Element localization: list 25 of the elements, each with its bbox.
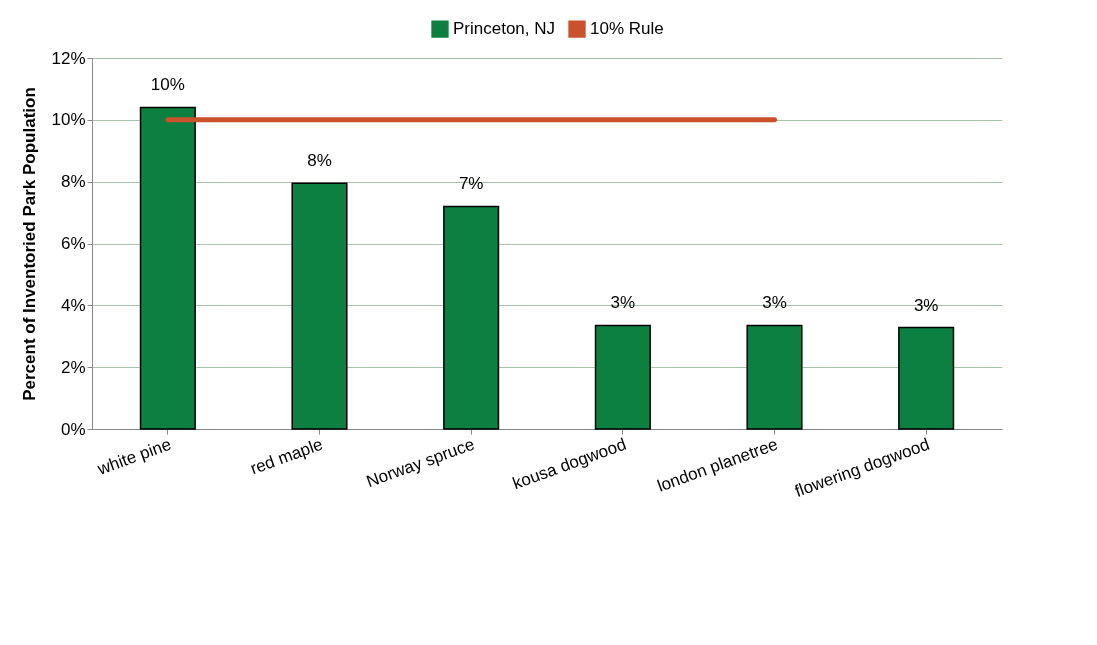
x-tick-label: red maple — [247, 434, 326, 479]
data-label: 8% — [307, 151, 332, 171]
data-label: 3% — [610, 293, 636, 313]
bar — [898, 326, 955, 430]
y-tick-label: 8% — [60, 172, 86, 192]
legend-label: 10% Rule — [590, 19, 664, 39]
y-tick-label: 10% — [51, 110, 86, 130]
x-tick-label: white pine — [94, 434, 174, 479]
bar — [594, 324, 651, 430]
y-tick-label: 0% — [60, 419, 86, 439]
y-axis-title: Percent of Inventoried Park Population — [20, 87, 40, 401]
bar — [746, 324, 803, 430]
x-tick-label: Norway spruce — [363, 434, 477, 492]
bar — [139, 106, 196, 430]
bar — [291, 182, 348, 430]
data-label: 10% — [150, 75, 185, 95]
y-tick-label: 6% — [60, 234, 86, 253]
y-tick-label: 12% — [51, 48, 86, 68]
data-label: 7% — [458, 174, 484, 194]
legend-label: Princeton, NJ — [453, 19, 556, 39]
y-tick-label: 2% — [60, 357, 86, 377]
data-label: 3% — [913, 295, 939, 315]
bar — [443, 205, 500, 430]
y-tick-label: 4% — [60, 295, 86, 315]
data-label: 3% — [762, 293, 787, 313]
